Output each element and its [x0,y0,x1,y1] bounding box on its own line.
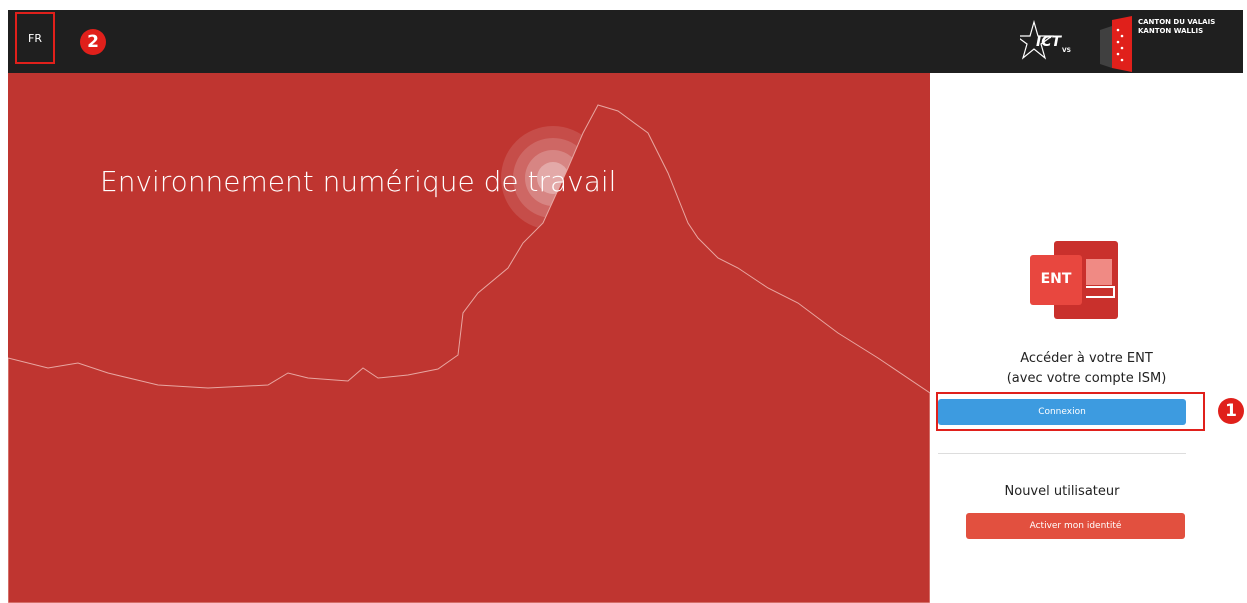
divider [938,453,1186,454]
login-heading: Accéder à votre ENT [930,351,1243,366]
login-subheading: (avec votre compte ISM) [930,371,1243,386]
canton-flag [1096,16,1136,72]
language-selector[interactable]: FR [15,12,55,64]
canton-fr: CANTON DU VALAIS [1138,18,1215,27]
hero: Environnement numérique de travail [8,73,930,603]
ict-text: ICT [1036,38,1061,47]
canton-de: KANTON WALLIS [1138,27,1203,36]
annotation-box [936,392,1205,431]
hero-title: Environnement numérique de travail [100,165,616,198]
activate-button[interactable]: Activer mon identité [966,513,1185,539]
login-panel: ENT Accéder à votre ENT (avec votre comp… [930,73,1243,603]
mountain [8,73,930,603]
ent-label: ENT [1030,271,1082,287]
annotation-marker: 2 [80,29,106,55]
page: {"header": {"language": "FR", "logo_ict"… [0,0,1247,603]
new-user-heading: Nouvel utilisateur [930,484,1194,499]
annotation-marker: 1 [1218,398,1244,424]
top-bar: ICT VS CANTON DU VALAIS KANTON WALLIS [8,10,1243,73]
ict-sub: VS [1062,46,1071,55]
